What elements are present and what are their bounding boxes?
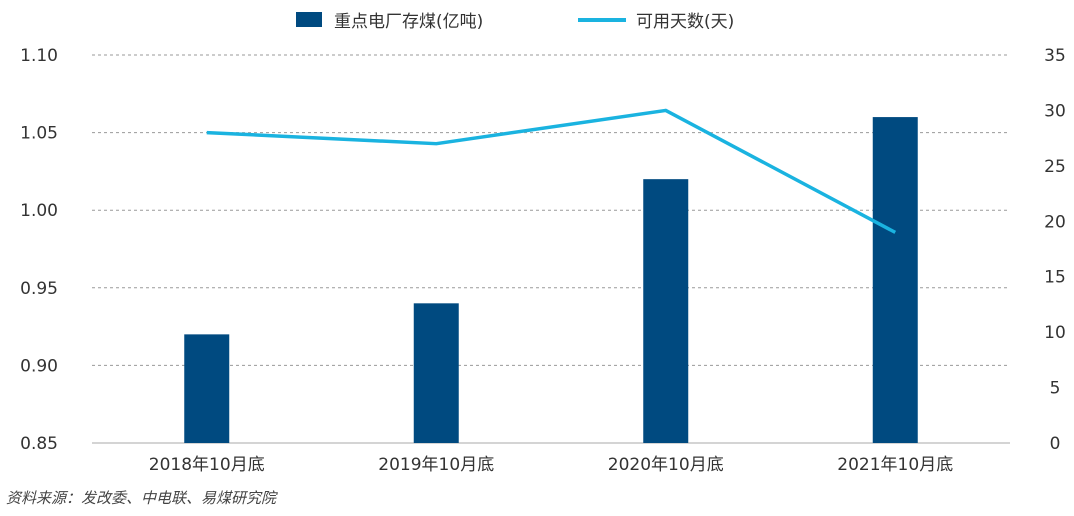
right-tick-label: 15 [1044,268,1066,288]
right-tick-label: 20 [1044,212,1066,232]
legend: 重点电厂存煤(亿吨) 可用天数(天) [296,12,734,32]
x-tick-label: 2019年10月底 [378,455,494,475]
right-tick-label: 5 [1050,379,1061,399]
legend-bar-label: 重点电厂存煤(亿吨) [334,12,483,32]
bar [643,179,689,443]
bar-series [184,117,918,443]
left-tick-label: 1.10 [20,46,58,66]
x-axis-ticks: 2018年10月底 2019年10月底 2020年10月底 2021年10月底 [149,455,953,475]
x-tick-label: 2018年10月底 [149,455,265,475]
right-axis-ticks: 0 5 10 15 20 25 30 35 [1044,46,1066,454]
grid-lines [92,54,1010,444]
left-tick-label: 0.95 [20,279,58,299]
line-series [206,108,897,234]
right-tick-label: 0 [1050,434,1061,454]
left-axis-ticks: 0.85 0.90 0.95 1.00 1.05 1.10 [20,46,58,454]
x-tick-label: 2020年10月底 [608,455,724,475]
left-tick-label: 0.90 [20,356,58,376]
right-tick-label: 35 [1044,46,1066,66]
right-tick-label: 30 [1044,101,1066,121]
x-tick-label: 2021年10月底 [837,455,953,475]
right-tick-label: 25 [1044,157,1066,177]
bar [184,334,230,443]
legend-bar-swatch [296,12,322,27]
left-tick-label: 1.05 [20,124,58,144]
source-note: 资料来源：发改委、中电联、易煤研究院 [6,489,277,507]
bar [413,303,459,443]
legend-line-label: 可用天数(天) [636,12,734,32]
right-tick-label: 10 [1044,323,1066,343]
chart: 0.850.900.951.001.051.10 05101520253035 … [20,12,1066,475]
series-line [206,108,897,234]
left-tick-label: 1.00 [20,201,58,221]
left-tick-label: 0.85 [20,434,58,454]
bar [872,117,918,443]
